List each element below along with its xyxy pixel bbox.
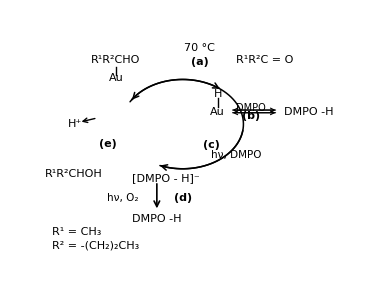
Text: DMPO -H: DMPO -H [284, 107, 334, 117]
Text: [DMPO - H]⁻: [DMPO - H]⁻ [132, 173, 200, 183]
Text: 70 °C: 70 °C [184, 43, 215, 53]
Text: hν, DMPO: hν, DMPO [211, 151, 261, 160]
Text: R¹R²CHOH: R¹R²CHOH [44, 169, 102, 179]
Text: (e): (e) [99, 139, 117, 149]
Text: R² = -(CH₂)₂CH₃: R² = -(CH₂)₂CH₃ [52, 241, 139, 251]
Text: H: H [213, 89, 222, 99]
Text: hν, O₂: hν, O₂ [107, 193, 139, 203]
Text: R¹R²CHO: R¹R²CHO [91, 55, 140, 66]
Text: DMPO: DMPO [236, 103, 266, 113]
Text: R¹R²C = O: R¹R²C = O [236, 55, 293, 66]
Text: (d): (d) [174, 193, 192, 203]
Text: Au: Au [210, 107, 225, 117]
Text: H⁺: H⁺ [68, 119, 82, 129]
Text: Au: Au [109, 73, 123, 83]
Text: R¹ = CH₃: R¹ = CH₃ [52, 227, 102, 238]
Text: (b): (b) [242, 111, 260, 121]
Text: DMPO -H: DMPO -H [132, 214, 181, 224]
Text: (c): (c) [203, 140, 220, 150]
Text: (a): (a) [191, 57, 208, 67]
